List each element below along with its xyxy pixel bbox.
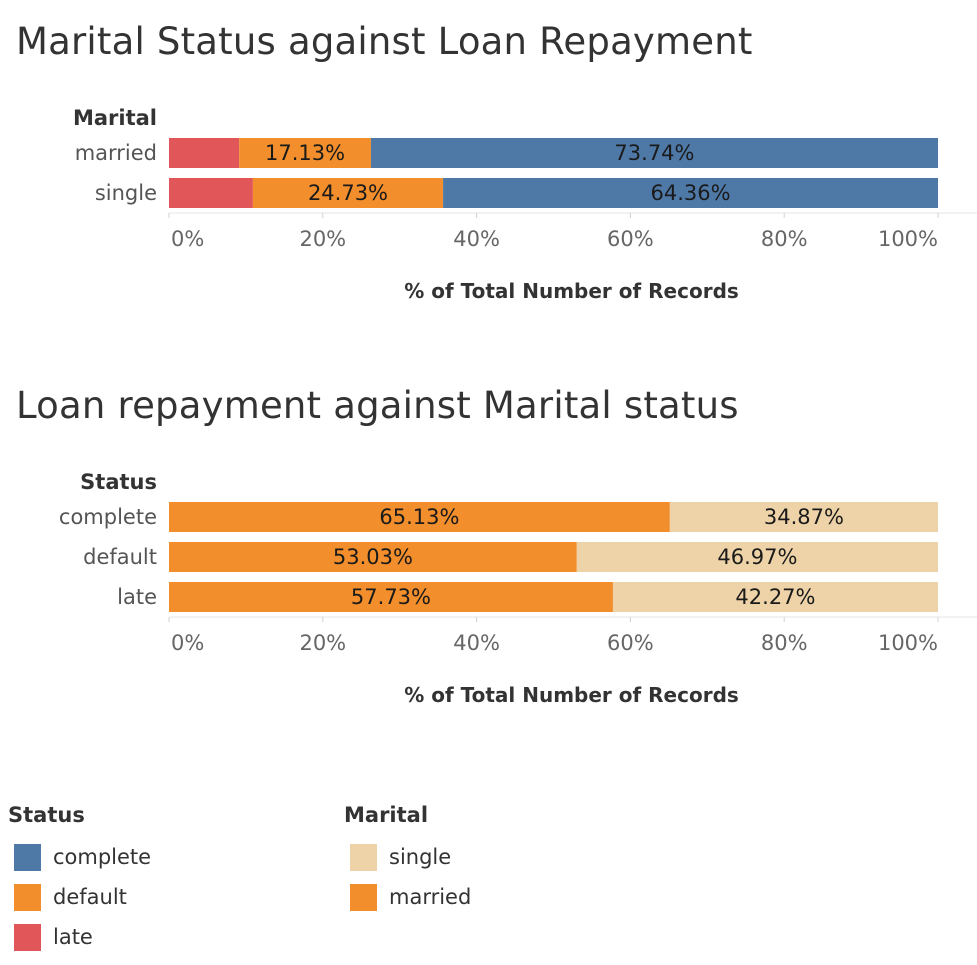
category-label-default: default	[83, 545, 157, 569]
repayment-vs-marital-chart: Status complete 65.13% 34.87% default 53.03% 4…	[59, 470, 977, 707]
x-tick-label-5: 100%	[878, 631, 938, 655]
bar-complete-married	[169, 502, 670, 532]
chart-2-x-axis-title: % of Total Number of Records	[404, 683, 739, 707]
bar-married-late	[169, 138, 240, 168]
x-tick-label-3: 60%	[607, 631, 654, 655]
legend-label-complete: complete	[53, 845, 152, 869]
bar-late-married	[169, 582, 613, 612]
legend-label-default: default	[53, 885, 127, 909]
x-tick-label-1: 20%	[299, 631, 346, 655]
marital-legend: Marital single married	[344, 803, 471, 917]
x-tick-label-0: 0%	[171, 227, 204, 251]
legend-swatch-single	[350, 843, 377, 871]
status-legend: Status complete default late	[8, 803, 151, 957]
x-tick-label-0: 0%	[171, 631, 204, 655]
bar-single-late	[169, 178, 253, 208]
bar-married-complete	[370, 138, 938, 168]
legend-item-complete[interactable]: complete	[8, 837, 151, 877]
data-label-default-single: 46.97%	[717, 545, 797, 569]
marital-legend-title: Marital	[344, 803, 429, 827]
data-label-married-default: 17.13%	[265, 141, 345, 165]
x-tick-label-4: 80%	[761, 631, 808, 655]
legend-item-single[interactable]: single	[344, 837, 471, 877]
legend-item-late[interactable]: late	[8, 917, 151, 957]
x-tick-label-4: 80%	[761, 227, 808, 251]
chart-1-row-header: Marital	[73, 106, 157, 130]
chart-2-title: Loan repayment against Marital status	[16, 384, 739, 427]
bar-married-default	[239, 138, 371, 168]
data-label-single-default: 24.73%	[308, 181, 388, 205]
legend-item-default[interactable]: default	[8, 877, 151, 917]
x-tick-label-5: 100%	[878, 227, 938, 251]
legend-swatch-late	[14, 923, 41, 951]
status-legend-title: Status	[8, 803, 85, 827]
legend-swatch-married	[350, 883, 377, 911]
legend-label-late: late	[53, 925, 93, 949]
data-label-late-single: 42.27%	[735, 585, 815, 609]
legend-swatch-default	[14, 883, 41, 911]
data-label-complete-single: 34.87%	[764, 505, 844, 529]
marital-vs-repayment-chart: Marital married 17.13% 73.74% single 24.73% 64…	[73, 106, 977, 303]
chart-1-title: Marital Status against Loan Repayment	[16, 20, 753, 63]
data-label-married-complete: 73.74%	[614, 141, 694, 165]
legend-swatch-complete	[14, 843, 41, 871]
data-label-default-married: 53.03%	[333, 545, 413, 569]
bar-late-single	[612, 582, 938, 612]
legend-label-married: married	[389, 885, 472, 909]
data-label-single-complete: 64.36%	[650, 181, 730, 205]
category-label-single: single	[95, 181, 157, 205]
legend-item-married[interactable]: married	[344, 877, 471, 917]
x-tick-label-1: 20%	[299, 227, 346, 251]
chart-1-x-axis-title: % of Total Number of Records	[404, 279, 739, 303]
category-label-late: late	[117, 585, 157, 609]
legend-label-single: single	[389, 845, 452, 869]
bar-single-complete	[443, 178, 938, 208]
bar-single-default	[252, 178, 444, 208]
chart-2-row-header: Status	[80, 470, 157, 494]
x-tick-label-3: 60%	[607, 227, 654, 251]
x-tick-label-2: 40%	[453, 227, 500, 251]
category-label-complete: complete	[59, 505, 157, 529]
data-label-late-married: 57.73%	[351, 585, 431, 609]
bar-default-married	[169, 542, 577, 572]
category-label-married: married	[75, 141, 157, 165]
x-tick-label-2: 40%	[453, 631, 500, 655]
bar-default-single	[576, 542, 938, 572]
bar-complete-single	[669, 502, 938, 532]
data-label-complete-married: 65.13%	[379, 505, 459, 529]
